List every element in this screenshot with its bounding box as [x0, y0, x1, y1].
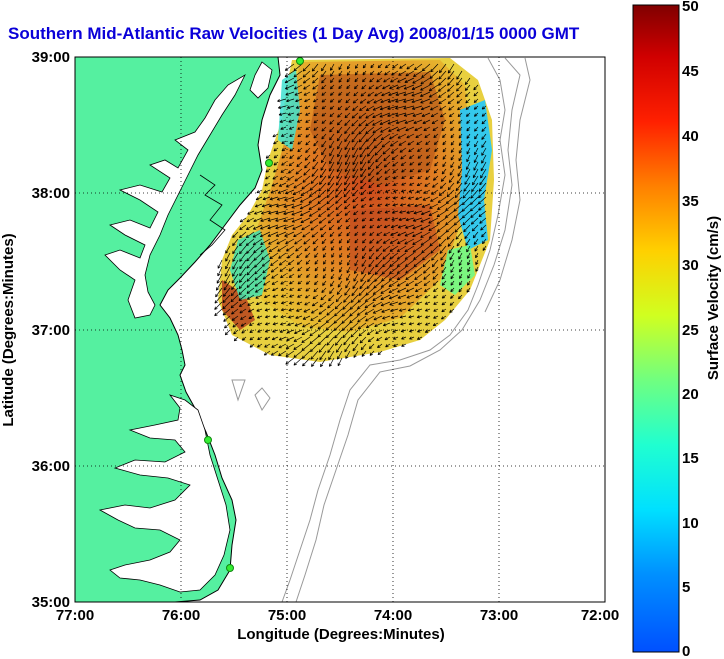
y-tick-label: 38:00	[32, 185, 70, 202]
colorbar-tick-label: 10	[682, 515, 699, 532]
colorbar-tick-label: 40	[682, 128, 699, 145]
colorbar-tick-label: 5	[682, 579, 690, 596]
colorbar-tick-label: 25	[682, 322, 699, 339]
x-tick-label: 74:00	[374, 607, 412, 624]
colorbar-tick-label: 45	[682, 63, 699, 80]
x-axis-label: Longitude (Degrees:Minutes)	[237, 626, 445, 643]
y-axis: 35:00 36:00 37:00 38:00 39:00 Latitude (…	[0, 49, 70, 611]
vector-arrows	[214, 63, 487, 368]
site-marker[interactable]	[226, 564, 234, 572]
x-tick-label: 73:00	[480, 607, 518, 624]
plot-frame	[74, 56, 606, 603]
pamlico-sound	[98, 394, 231, 593]
x-tick-label: 77:00	[56, 607, 94, 624]
x-axis: 77:00 76:00 75:00 74:00 73:00 72:00 Long…	[56, 607, 619, 643]
chesapeake-bay	[104, 73, 246, 319]
colorbar: 50 45 40 35 30 25 20 15 10 5 0 Surface V…	[632, 0, 722, 659]
plot-area	[75, 57, 605, 602]
y-axis-label: Latitude (Degrees:Minutes)	[0, 233, 17, 426]
y-tick-label: 36:00	[32, 458, 70, 475]
x-tick-label: 72:00	[581, 607, 619, 624]
colorbar-tick-label: 15	[682, 450, 699, 467]
site-marker[interactable]	[265, 159, 273, 167]
site-marker[interactable]	[296, 57, 304, 65]
radar-sites	[204, 57, 304, 572]
x-tick-label: 76:00	[162, 607, 200, 624]
colorbar-tick-label: 50	[682, 0, 699, 15]
colorbar-label: Surface Velocity (cm/s)	[705, 216, 722, 380]
y-tick-label: 37:00	[32, 322, 70, 339]
colorbar-scale	[632, 4, 680, 653]
site-marker[interactable]	[204, 436, 212, 444]
y-tick-label: 39:00	[32, 49, 70, 66]
colorbar-tick-label: 20	[682, 386, 699, 403]
x-tick-label: 75:00	[268, 607, 306, 624]
colorbar-tick-label: 30	[682, 257, 699, 274]
velocity-vectors	[214, 63, 487, 368]
y-tick-label: 35:00	[32, 594, 70, 611]
bathymetry-contours	[231, 57, 531, 602]
colorbar-tick-label: 35	[682, 193, 699, 210]
graticule	[75, 57, 605, 602]
map-title: Southern Mid-Atlantic Raw Velocities (1 …	[8, 24, 580, 43]
colorbar-tick-label: 0	[682, 643, 690, 659]
